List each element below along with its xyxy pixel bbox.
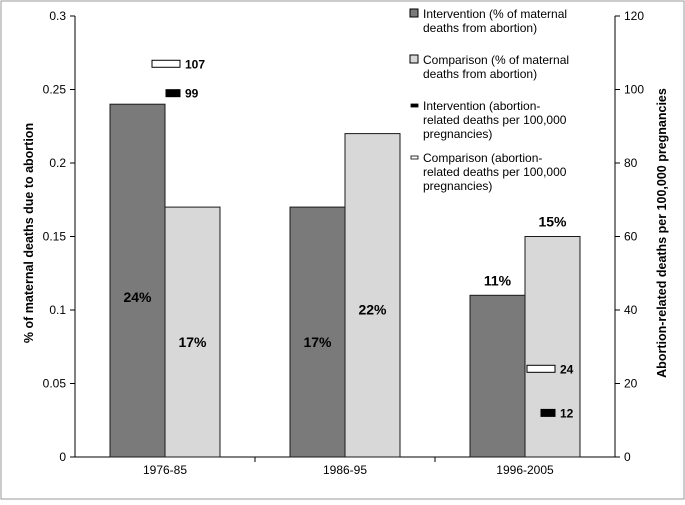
left-axis-label: % of maternal deaths due to abortion	[22, 123, 36, 343]
legend-label: deaths from abortion)	[423, 67, 537, 81]
left-axis-tick-label: 0	[59, 450, 66, 464]
right-axis-tick-label: 100	[624, 83, 644, 97]
right-axis-tick-label: 120	[624, 9, 644, 23]
right-axis-marker	[165, 89, 181, 98]
right-axis-marker	[526, 364, 556, 373]
right-axis-tick-label: 80	[624, 156, 638, 170]
legend-label: Intervention (abortion-	[423, 99, 540, 113]
bar-data-label: 15%	[538, 214, 567, 230]
left-axis-tick-label: 0.3	[49, 9, 66, 23]
right-axis-label: Abortion-related deaths per 100,000 preg…	[655, 88, 669, 378]
legend-swatch	[409, 8, 419, 18]
legend-label: related deaths per 100,000	[423, 113, 567, 127]
x-axis-tick-label: 1976-85	[143, 463, 187, 477]
bar-data-label: 17%	[303, 334, 332, 350]
x-axis-tick-label: 1986-95	[323, 463, 367, 477]
legend-swatch	[410, 103, 419, 108]
legend-label: related deaths per 100,000	[423, 165, 567, 179]
bar-data-label: 22%	[358, 302, 387, 318]
right-axis-tick-label: 40	[624, 303, 638, 317]
left-axis-tick-label: 0.15	[43, 230, 67, 244]
right-axis-marker	[151, 59, 181, 68]
right-axis-tick-label: 20	[624, 377, 638, 391]
bar	[109, 103, 166, 458]
bar	[289, 206, 346, 458]
legend-label: deaths from abortion)	[423, 21, 537, 35]
bar-data-label: 11%	[484, 272, 512, 288]
x-axis-tick-label: 1996-2005	[496, 463, 554, 477]
bar	[524, 236, 581, 458]
left-axis-tick-label: 0.25	[43, 83, 67, 97]
right-axis-tick-label: 60	[624, 230, 638, 244]
left-axis-tick-label: 0.05	[43, 377, 67, 391]
bar	[164, 206, 221, 458]
legend-label: Comparison (% of maternal	[423, 53, 569, 67]
bar	[469, 294, 526, 458]
marker-data-label: 24	[560, 362, 574, 376]
right-axis-tick-label: 0	[624, 450, 631, 464]
legend-label: pregnancies)	[423, 127, 492, 141]
bar	[344, 133, 401, 458]
marker-data-label: 107	[185, 57, 205, 71]
legend-swatch	[409, 54, 419, 64]
right-axis-marker	[540, 408, 556, 417]
bar-data-label: 24%	[123, 289, 152, 305]
bar-data-label: 17%	[178, 334, 207, 350]
legend-label: pregnancies)	[423, 179, 492, 193]
legend-label: Comparison (abortion-	[423, 151, 542, 165]
left-axis-tick-label: 0.1	[49, 303, 66, 317]
legend-label: Intervention (% of maternal	[423, 7, 567, 21]
marker-data-label: 12	[560, 406, 574, 420]
marker-data-label: 99	[185, 87, 199, 101]
legend-swatch	[410, 155, 419, 160]
left-axis-tick-label: 0.2	[49, 156, 66, 170]
